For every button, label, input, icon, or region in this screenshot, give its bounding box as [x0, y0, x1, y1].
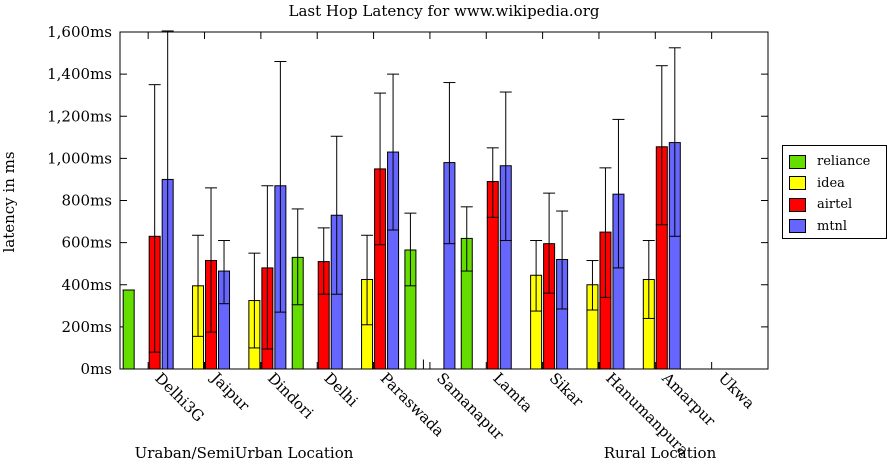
y-tick-label: 600ms: [61, 234, 112, 252]
group-label-rural: Rural Location: [604, 444, 717, 462]
legend-item-idea: idea: [789, 173, 886, 195]
y-axis: 0ms 200ms 400ms 600ms 800ms 1,000ms 1,200ms 1,4…: [47, 23, 768, 378]
bar-reliance: [122, 289, 135, 370]
legend-swatch-reliance: [789, 154, 806, 169]
y-tick-label: 1,000ms: [47, 149, 112, 167]
y-tick-label: 1,200ms: [47, 107, 112, 125]
legend-item-reliance: reliance: [789, 151, 886, 173]
y-tick-label: 200ms: [61, 318, 112, 336]
chart-title: Last Hop Latency for www.wikipedia.org: [289, 2, 600, 20]
legend-swatch-mtnl: [789, 219, 806, 234]
x-tick-label: Ukwa: [715, 369, 759, 413]
y-axis-label: latency in ms: [0, 151, 18, 252]
legend-swatch-airtel: [789, 197, 806, 212]
group-label-urban: Uraban/SemiUrban Location: [135, 444, 354, 462]
legend-label-idea: idea: [817, 175, 845, 191]
y-tick-label: 400ms: [61, 276, 112, 294]
chart-legend: reliance idea airtel mtnl: [782, 145, 887, 239]
legend-item-airtel: airtel: [789, 194, 886, 216]
y-tick-label: 0ms: [81, 360, 112, 378]
y-tick-label: 1,600ms: [47, 23, 112, 41]
legend-item-mtnl: mtnl: [789, 216, 886, 238]
x-tick-label: Lamta: [489, 369, 536, 416]
legend-swatch-idea: [789, 176, 806, 191]
x-tick-label: Dindori: [264, 369, 317, 422]
bar-area: [122, 30, 681, 370]
legend-label-airtel: airtel: [817, 197, 853, 213]
x-tick-label: Sikar: [546, 369, 588, 411]
y-tick-label: 800ms: [61, 192, 112, 210]
legend-label-reliance: reliance: [817, 154, 871, 170]
x-tick-label: Delhi3G: [151, 369, 207, 425]
x-tick-label: Delhi: [320, 369, 361, 410]
x-tick-label: Jaipur: [206, 368, 253, 415]
y-tick-label: 1,400ms: [47, 65, 112, 83]
legend-label-mtnl: mtnl: [817, 218, 848, 234]
